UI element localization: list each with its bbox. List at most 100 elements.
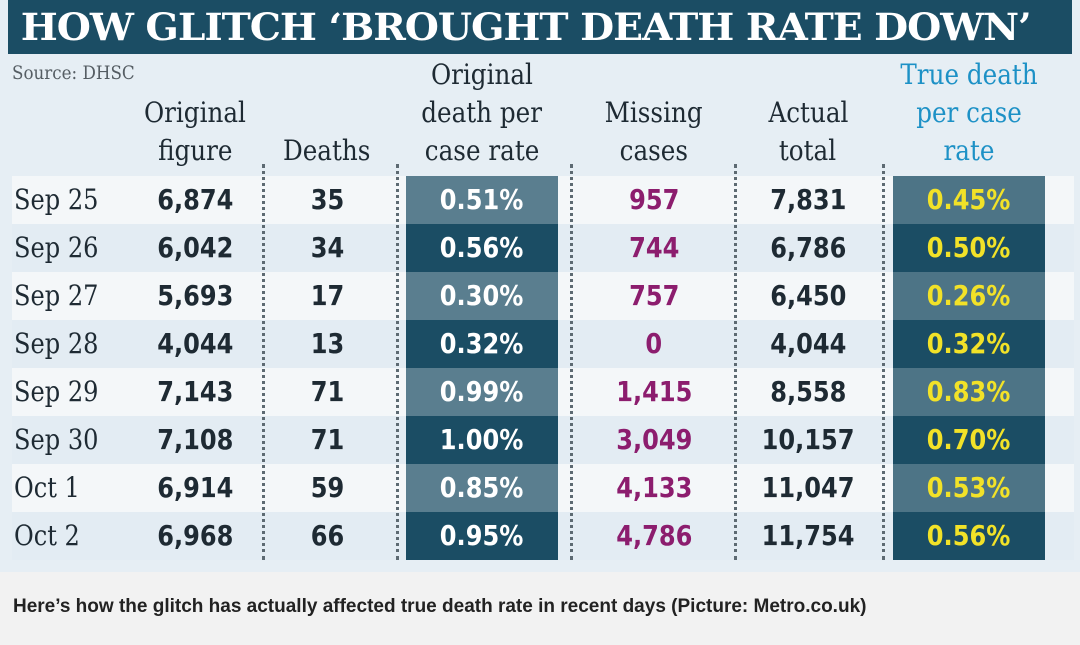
cell-original: 7,143 [136, 368, 254, 416]
header-line: True death [873, 56, 1065, 94]
cell-orig-rate-value: 0.95% [440, 519, 524, 552]
cell-missing-value: 3,049 [615, 423, 693, 456]
header-line-text: per case [916, 96, 1022, 129]
cell-orig-rate-value: 0.51% [440, 183, 524, 216]
title-banner: HOW GLITCH ‘BROUGHT DEATH RATE DOWN’ [8, 0, 1072, 54]
cell-true-rate: 0.50% [893, 224, 1045, 272]
header-line-text: death per [421, 96, 543, 129]
cell-deaths: 71 [268, 416, 386, 464]
cell-missing: 0 [580, 320, 728, 368]
header-line-text: True death [900, 58, 1038, 91]
cell-original-value: 6,042 [156, 231, 234, 264]
cell-orig-rate: 0.95% [406, 512, 558, 560]
cell-actual-value: 6,786 [769, 231, 847, 264]
cell-deaths-value: 66 [310, 519, 344, 552]
cell-date: Sep 29 [14, 368, 134, 416]
cell-date-value: Sep 28 [14, 327, 99, 360]
header-line: total [720, 132, 896, 170]
header-line-text: Original [144, 96, 246, 129]
cell-true-rate: 0.53% [893, 464, 1045, 512]
cell-actual: 8,558 [740, 368, 876, 416]
cell-original-value: 6,968 [156, 519, 234, 552]
cell-true-rate: 0.56% [893, 512, 1045, 560]
cell-true-rate-value: 0.50% [927, 231, 1011, 264]
column-separator [734, 164, 737, 560]
cell-actual-value: 8,558 [769, 375, 847, 408]
cell-original: 6,874 [136, 176, 254, 224]
header-line: figure [116, 132, 274, 170]
header-line: Original [386, 56, 578, 94]
cell-original-value: 7,108 [156, 423, 234, 456]
cell-missing-value: 744 [628, 231, 680, 264]
cell-missing-value: 1,415 [615, 375, 693, 408]
header-line-text: Deaths [283, 134, 371, 167]
cell-orig-rate: 1.00% [406, 416, 558, 464]
cell-deaths-value: 59 [310, 471, 344, 504]
header-true-rate: True death per case rate [873, 56, 1065, 170]
header-line-text: case rate [424, 134, 540, 167]
cell-date-value: Oct 2 [14, 519, 80, 552]
cell-deaths-value: 13 [310, 327, 344, 360]
cell-date-value: Oct 1 [14, 471, 80, 504]
cell-orig-rate-value: 1.00% [440, 423, 524, 456]
cell-true-rate: 0.70% [893, 416, 1045, 464]
column-separator [570, 164, 573, 560]
header-deaths: Deaths [248, 132, 406, 170]
cell-deaths-value: 17 [310, 279, 344, 312]
cell-actual-value: 10,157 [761, 423, 855, 456]
cell-original-value: 4,044 [156, 327, 234, 360]
cell-deaths-value: 71 [310, 375, 344, 408]
cell-date-value: Sep 26 [14, 231, 99, 264]
cell-date: Oct 1 [14, 464, 134, 512]
cell-date-value: Sep 30 [14, 423, 99, 456]
header-line-text: Actual [768, 96, 848, 129]
header-orig-rate: Original death per case rate [386, 56, 578, 170]
image-caption: Here’s how the glitch has actually affec… [0, 572, 1080, 645]
header-line: Original [116, 94, 274, 132]
cell-actual-value: 6,450 [769, 279, 847, 312]
cell-deaths: 13 [268, 320, 386, 368]
header-line: Missing [560, 94, 748, 132]
cell-date: Sep 25 [14, 176, 134, 224]
header-line-text: total [779, 134, 837, 167]
header-line: death per [386, 94, 578, 132]
true-rate-column-bg [893, 176, 1045, 560]
cell-missing: 4,133 [580, 464, 728, 512]
cell-original: 7,108 [136, 416, 254, 464]
cell-true-rate: 0.32% [893, 320, 1045, 368]
cell-original-value: 6,914 [156, 471, 234, 504]
cell-true-rate-value: 0.32% [927, 327, 1011, 360]
header-line-text: Missing [605, 96, 703, 129]
cell-missing: 744 [580, 224, 728, 272]
cell-original: 5,693 [136, 272, 254, 320]
cell-date-value: Sep 25 [14, 183, 99, 216]
cell-actual: 4,044 [740, 320, 876, 368]
header-original: Original figure [116, 94, 274, 170]
cell-original: 6,042 [136, 224, 254, 272]
cell-actual-value: 11,047 [761, 471, 855, 504]
cell-orig-rate-value: 0.32% [440, 327, 524, 360]
cell-missing: 3,049 [580, 416, 728, 464]
cell-deaths-value: 35 [310, 183, 344, 216]
header-line: cases [560, 132, 748, 170]
column-separator [882, 164, 885, 560]
header-line: Deaths [248, 132, 406, 170]
cell-actual: 6,786 [740, 224, 876, 272]
cell-date: Sep 26 [14, 224, 134, 272]
cell-date: Sep 28 [14, 320, 134, 368]
cell-missing-value: 957 [628, 183, 680, 216]
cell-date: Sep 27 [14, 272, 134, 320]
cell-missing: 1,415 [580, 368, 728, 416]
cell-date: Sep 30 [14, 416, 134, 464]
cell-orig-rate: 0.30% [406, 272, 558, 320]
cell-true-rate-value: 0.70% [927, 423, 1011, 456]
header-line-text: Original [431, 58, 533, 91]
cell-date-value: Sep 29 [14, 375, 99, 408]
title-text: HOW GLITCH ‘BROUGHT DEATH RATE DOWN’ [20, 5, 1032, 49]
cell-actual: 10,157 [740, 416, 876, 464]
cell-true-rate: 0.26% [893, 272, 1045, 320]
cell-orig-rate: 0.51% [406, 176, 558, 224]
cell-missing: 957 [580, 176, 728, 224]
cell-orig-rate-value: 0.30% [440, 279, 524, 312]
cell-missing-value: 4,133 [615, 471, 693, 504]
